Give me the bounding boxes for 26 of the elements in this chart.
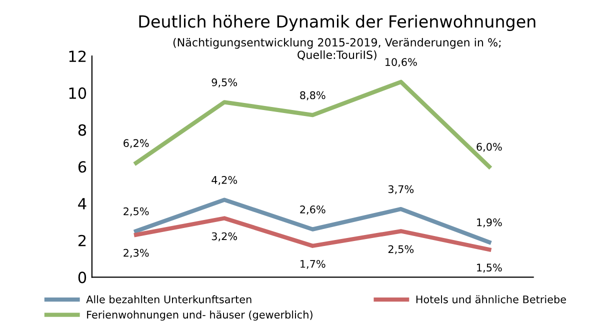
data-label: 10,6% bbox=[386, 58, 417, 68]
data-label: 2,5% bbox=[388, 245, 414, 254]
legend-label: Alle bezahlten Unterkunftsarten bbox=[86, 295, 252, 304]
data-label: 8,8% bbox=[300, 91, 326, 100]
data-label: 2,5% bbox=[124, 207, 149, 216]
data-label: 6,0% bbox=[476, 142, 502, 152]
chart-title: Deutlich höhere Dynamik der Ferienwohnungen bbox=[139, 14, 536, 31]
y-tick-label: 2 bbox=[78, 234, 86, 246]
y-tick-label: 8 bbox=[78, 124, 86, 136]
data-label: 3,2% bbox=[212, 232, 238, 242]
data-label: 4,2% bbox=[212, 176, 238, 185]
y-tick-label: 10 bbox=[69, 87, 86, 99]
data-label: 1,7% bbox=[300, 260, 326, 269]
data-label: 3,7% bbox=[388, 185, 414, 194]
y-tick-label: 4 bbox=[78, 198, 86, 210]
legend-label: Ferienwohnungen und- häuser (gewerblich) bbox=[87, 310, 312, 321]
data-label: 6,2% bbox=[124, 139, 149, 148]
data-label: 1,5% bbox=[477, 264, 502, 273]
data-label: 2,6% bbox=[300, 206, 326, 214]
y-tick-label: 0 bbox=[78, 272, 86, 284]
y-tick-label: 12 bbox=[69, 50, 86, 62]
data-label: 9,5% bbox=[212, 78, 238, 88]
y-tick-label: 6 bbox=[78, 161, 86, 173]
data-label: 1,9% bbox=[477, 218, 502, 228]
legend-label: Hotels und ähnliche Betriebe bbox=[416, 295, 566, 304]
data-label: 2,3% bbox=[124, 248, 149, 258]
